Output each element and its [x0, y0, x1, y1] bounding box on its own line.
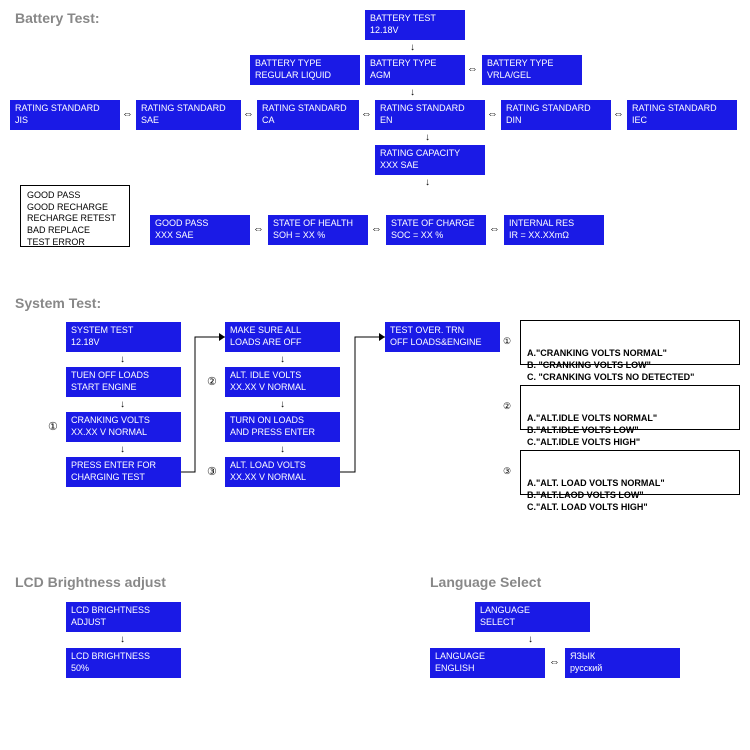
- arrow-lr-icon: ⇔: [243, 108, 254, 120]
- marker-1: ①: [503, 336, 511, 348]
- lang-english: LANGUAGE ENGLISH: [430, 648, 545, 678]
- battery-type-agm: BATTERY TYPE AGM: [365, 55, 465, 85]
- battery-top: BATTERY TEST 12.18V: [365, 10, 465, 40]
- arrow-lr-icon: ⇔: [371, 223, 382, 235]
- arrow-down-icon: ↓: [120, 634, 125, 645]
- lang-select: LANGUAGE SELECT: [475, 602, 590, 632]
- sys-turnoff: TUEN OFF LOADS START ENGINE: [66, 367, 181, 397]
- sys-cranking: CRANKING VOLTS XX.XX V NORMAL: [66, 412, 181, 442]
- arrow-down-icon: ↓: [120, 444, 125, 455]
- battery-type-vrla: BATTERY TYPE VRLA/GEL: [482, 55, 582, 85]
- rating-jis: RATING STANDARD JIS: [10, 100, 120, 130]
- marker-1: ①: [48, 420, 58, 433]
- battery-type-liquid: BATTERY TYPE REGULAR LIQUID: [250, 55, 360, 85]
- note-text: A."ALT.IDLE VOLTS NORMAL" B."ALT.IDLE VO…: [527, 413, 657, 446]
- sys-turnon: TURN ON LOADS AND PRESS ENTER: [225, 412, 340, 442]
- result-soc: STATE OF CHARGE SOC = XX %: [386, 215, 486, 245]
- sys-alt-load: ALT. LOAD VOLTS XX.XX V NORMAL: [225, 457, 340, 487]
- arrow-lr-icon: ⇔: [549, 656, 560, 668]
- marker-3: ③: [207, 465, 217, 478]
- arrow-lr-icon: ⇔: [467, 63, 478, 75]
- rating-ca: RATING STANDARD CA: [257, 100, 359, 130]
- arrow-lr-icon: ⇔: [253, 223, 264, 235]
- sys-test: SYSTEM TEST 12.18V: [66, 322, 181, 352]
- note-text: A."ALT. LOAD VOLTS NORMAL" B."ALT.LAOD V…: [527, 478, 665, 511]
- result-ir: INTERNAL RES IR = XX.XXmΩ: [504, 215, 604, 245]
- marker-2: ②: [207, 375, 217, 388]
- arrow-down-icon: ↓: [425, 177, 430, 188]
- sys-loads-off: MAKE SURE ALL LOADS ARE OFF: [225, 322, 340, 352]
- rating-en: RATING STANDARD EN: [375, 100, 485, 130]
- arrow-down-icon: ↓: [280, 354, 285, 365]
- sys-alt-idle: ALT. IDLE VOLTS XX.XX V NORMAL: [225, 367, 340, 397]
- arrow-lr-icon: ⇔: [487, 108, 498, 120]
- rating-din: RATING STANDARD DIN: [501, 100, 611, 130]
- title-lang: Language Select: [430, 574, 541, 590]
- title-system-test: System Test:: [15, 295, 101, 311]
- result-legend: GOOD PASS GOOD RECHARGE RECHARGE RETEST …: [20, 185, 130, 247]
- arrow-lr-icon: ⇔: [489, 223, 500, 235]
- note-text: A."CRANKING VOLTS NORMAL" B. "CRANKING V…: [527, 348, 694, 381]
- arrow-down-icon: ↓: [410, 87, 415, 98]
- lcd-adjust: LCD BRIGHTNESS ADJUST: [66, 602, 181, 632]
- title-lcd: LCD Brightness adjust: [15, 574, 166, 590]
- lcd-value: LCD BRIGHTNESS 50%: [66, 648, 181, 678]
- arrow-down-icon: ↓: [280, 399, 285, 410]
- arrow-down-icon: ↓: [425, 132, 430, 143]
- arrow-lr-icon: ⇔: [361, 108, 372, 120]
- marker-3: ③: [503, 466, 511, 478]
- rating-iec: RATING STANDARD IEC: [627, 100, 737, 130]
- arrow-down-icon: ↓: [280, 444, 285, 455]
- marker-2: ②: [503, 401, 511, 413]
- sys-pressenter: PRESS ENTER FOR CHARGING TEST: [66, 457, 181, 487]
- result-goodpass: GOOD PASS XXX SAE: [150, 215, 250, 245]
- lang-russian: ЯЗЫК русский: [565, 648, 680, 678]
- arrow-down-icon: ↓: [120, 354, 125, 365]
- arrow-lr-icon: ⇔: [613, 108, 624, 120]
- note-cranking: ① A."CRANKING VOLTS NORMAL" B. "CRANKING…: [520, 320, 740, 365]
- title-battery-test: Battery Test:: [15, 10, 100, 26]
- arrow-down-icon: ↓: [410, 42, 415, 53]
- result-soh: STATE OF HEALTH SOH = XX %: [268, 215, 368, 245]
- note-idle: ② A."ALT.IDLE VOLTS NORMAL" B."ALT.IDLE …: [520, 385, 740, 430]
- rating-sae: RATING STANDARD SAE: [136, 100, 241, 130]
- rating-capacity: RATING CAPACITY XXX SAE: [375, 145, 485, 175]
- sys-testover: TEST OVER. TRN OFF LOADS&ENGINE: [385, 322, 500, 352]
- arrow-down-icon: ↓: [120, 399, 125, 410]
- arrow-lr-icon: ⇔: [122, 108, 133, 120]
- note-load: ③ A."ALT. LOAD VOLTS NORMAL" B."ALT.LAOD…: [520, 450, 740, 495]
- arrow-down-icon: ↓: [528, 634, 533, 645]
